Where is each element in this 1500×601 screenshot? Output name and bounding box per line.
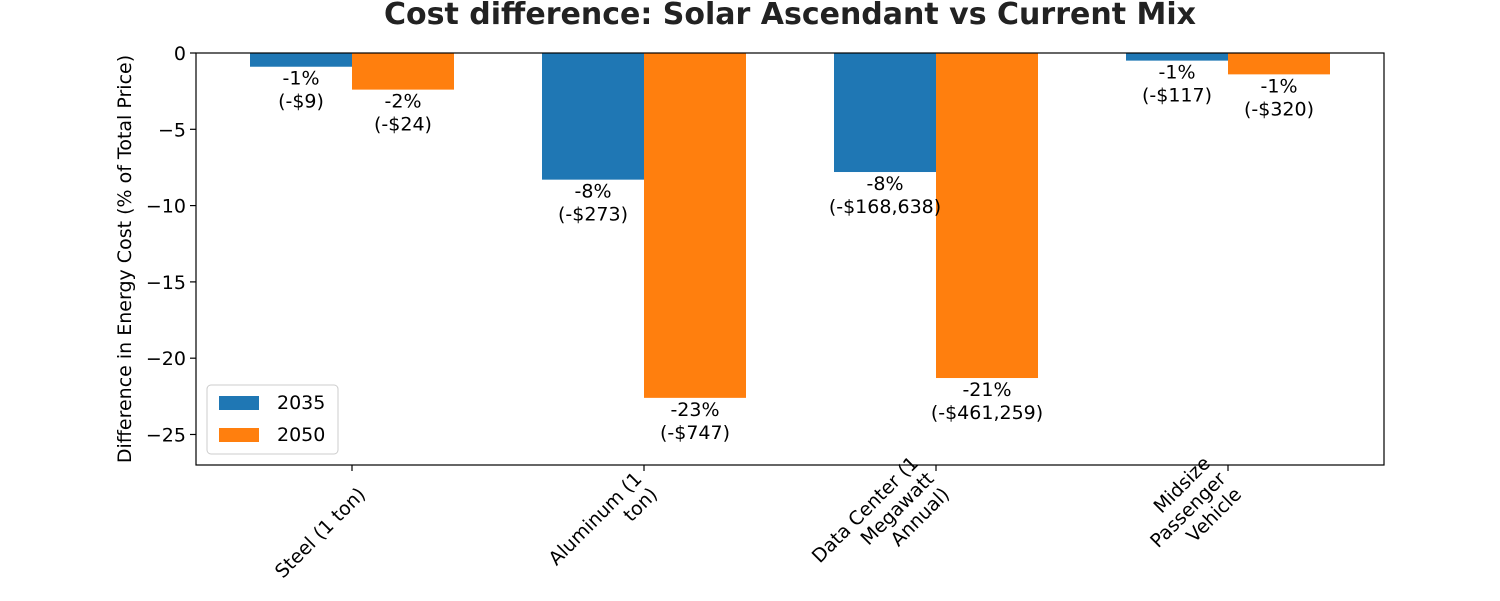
data-label-2050-3: -1% (-$320)	[1244, 75, 1314, 120]
bar-2035-1	[542, 53, 644, 180]
x-axis: Steel (1 ton) Aluminum (1ton) Data Center …	[271, 452, 1247, 598]
bar-2035-3	[1126, 53, 1228, 61]
legend-swatch-2035	[219, 396, 259, 410]
y-tick-label: −5	[158, 119, 186, 141]
data-label-2035-3: -1% (-$117)	[1142, 62, 1212, 107]
bar-2035-2	[834, 53, 936, 173]
y-tick-label: −10	[146, 196, 186, 218]
legend-label-2035: 2035	[277, 392, 325, 414]
x-tick-label-1: Aluminum (1ton)	[544, 468, 662, 586]
bars-layer	[250, 53, 1330, 398]
data-label-2035-1: -8% (-$273)	[558, 181, 628, 226]
chart-title: Cost difference: Solar Ascendant vs Curr…	[384, 0, 1196, 32]
bar-2050-3	[1228, 53, 1330, 75]
data-label-2050-1: -23% (-$747)	[660, 399, 730, 444]
legend: 2035 2050	[206, 384, 339, 455]
bar-2050-2	[936, 53, 1038, 379]
bar-2035-0	[250, 53, 352, 67]
y-tick-label: −15	[146, 272, 186, 294]
bar-2050-0	[352, 53, 454, 90]
plot-frame	[195, 52, 1385, 466]
data-labels-layer: -1% (-$9) -8% (-$273) -8% (-$168,638) -1% (-$11…	[278, 62, 1314, 444]
data-label-2050-0: -2% (-$24)	[374, 91, 432, 136]
data-label-2050-2: -21% (-$461,259)	[931, 379, 1043, 424]
y-axis-label: Difference in Energy Cost (% of Total Pr…	[114, 55, 136, 463]
legend-label-2050: 2050	[277, 424, 325, 446]
data-label-2035-2: -8% (-$168,638)	[829, 173, 941, 218]
x-tick-label-2: Data Center (1MegawattAnnual)	[808, 452, 954, 598]
y-tick-label: −25	[146, 424, 186, 446]
bar-2050-1	[644, 53, 746, 398]
legend-swatch-2050	[219, 428, 259, 442]
x-tick-label-0: Steel (1 ton)	[271, 483, 370, 582]
x-tick-label-3: MidsizePassengerVehicle	[1131, 452, 1247, 568]
y-tick-label: −20	[146, 348, 186, 370]
data-label-2035-0: -1% (-$9)	[278, 68, 324, 113]
y-tick-label: 0	[174, 43, 186, 65]
y-axis: 0 −5 −10 −15 −20 −25	[146, 43, 196, 446]
